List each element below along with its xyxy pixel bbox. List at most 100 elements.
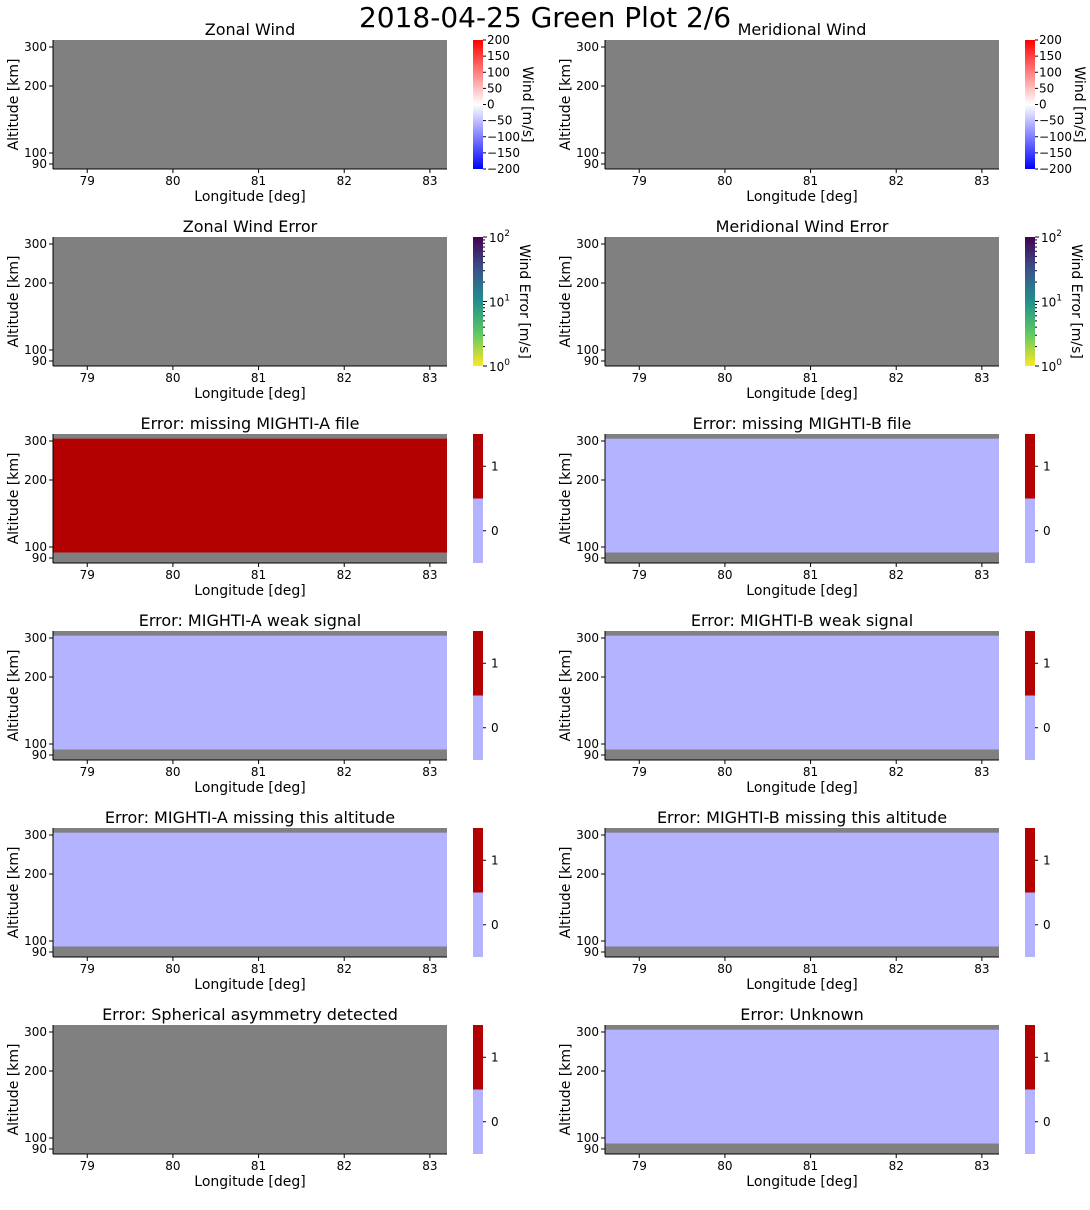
colorbar-tick-label: 50 xyxy=(487,81,502,95)
x-tick-label: 79 xyxy=(632,371,647,385)
colorbar-tick-label: 200 xyxy=(487,33,510,47)
chart-panel: Zonal Wind Error 79 80 81 82 83 300 200 100 90 Lon… xyxy=(0,217,545,422)
y-tick-label: 100 xyxy=(24,737,47,751)
x-tick-label: 80 xyxy=(717,962,732,976)
chart-panel: Error: MIGHTI-B weak signal 79 80 81 82 83 300… xyxy=(552,611,1090,816)
x-tick-label: 79 xyxy=(80,371,95,385)
y-axis-label: Altitude [km] xyxy=(558,256,574,348)
y-tick-label: 100 xyxy=(576,934,599,948)
colorbar-tick-exponent: 0 xyxy=(1056,358,1062,368)
x-tick-label: 81 xyxy=(803,765,818,779)
x-tick-label: 81 xyxy=(251,371,266,385)
x-tick-label: 83 xyxy=(422,1159,437,1173)
x-tick-label: 81 xyxy=(251,1159,266,1173)
x-tick-label: 81 xyxy=(803,962,818,976)
colorbar-tick-label: 102 xyxy=(1041,229,1062,245)
y-axis-label: Altitude [km] xyxy=(6,650,22,742)
chart-panel: Error: MIGHTI-B missing this altitude 79 8… xyxy=(552,808,1090,1013)
chart-title: Meridional Wind xyxy=(738,20,867,39)
colorbar-tick-label: −100 xyxy=(487,130,520,144)
chart-svg: Error: MIGHTI-B weak signal 79 80 81 82 83 300… xyxy=(558,611,1051,796)
colorbar-tick-exponent: 0 xyxy=(504,358,510,368)
colorbar-tick-label: 101 xyxy=(1041,294,1062,310)
chart-title: Error: Spherical asymmetry detected xyxy=(102,1005,398,1024)
x-tick-label: 81 xyxy=(803,1159,818,1173)
chart-panel: Meridional Wind Error 79 80 81 82 83 300 200 100… xyxy=(552,217,1090,422)
chart-title: Error: missing MIGHTI-B file xyxy=(693,414,912,433)
x-tick-label: 83 xyxy=(974,174,989,188)
colorbar-segment xyxy=(473,631,483,696)
chart-panel: Meridional Wind 79 80 81 82 83 300 200 100 90 Long… xyxy=(552,20,1090,225)
x-tick-label: 79 xyxy=(632,962,647,976)
x-tick-label: 79 xyxy=(80,765,95,779)
y-tick-label: 100 xyxy=(576,146,599,160)
chart-svg: Error: MIGHTI-B missing this altitude 79 8… xyxy=(558,808,1051,993)
colorbar-segment xyxy=(473,1089,483,1154)
x-tick-label: 80 xyxy=(165,962,180,976)
data-band xyxy=(605,635,999,750)
colorbar-label: Wind [m/s] xyxy=(1071,66,1087,142)
y-tick-label: 100 xyxy=(576,540,599,554)
y-tick-label: 100 xyxy=(24,146,47,160)
x-tick-label: 80 xyxy=(717,765,732,779)
plot-area xyxy=(605,237,999,366)
y-tick-label: 100 xyxy=(24,1131,47,1145)
x-tick-label: 83 xyxy=(422,568,437,582)
x-axis-label: Longitude [deg] xyxy=(194,977,305,993)
colorbar-tick-label: −200 xyxy=(487,162,520,176)
data-band xyxy=(53,635,447,750)
y-tick-label: 200 xyxy=(576,276,599,290)
x-tick-label: 82 xyxy=(889,371,904,385)
colorbar-tick-label: 0 xyxy=(1043,524,1051,538)
x-tick-label: 79 xyxy=(80,174,95,188)
y-tick-label: 90 xyxy=(584,354,599,368)
data-band xyxy=(53,832,447,947)
colorbar-tick-label: −100 xyxy=(1039,130,1072,144)
colorbar-tick-label: 1 xyxy=(1043,853,1051,867)
x-tick-label: 82 xyxy=(337,765,352,779)
colorbar-tick-label: 200 xyxy=(1039,33,1062,47)
y-tick-label: 200 xyxy=(24,670,47,684)
colorbar-segment xyxy=(473,1025,483,1090)
colorbar-segment xyxy=(1025,695,1035,760)
y-tick-label: 90 xyxy=(32,551,47,565)
y-tick-label: 90 xyxy=(584,748,599,762)
colorbar-segment xyxy=(473,498,483,563)
x-tick-label: 82 xyxy=(889,1159,904,1173)
chart-title: Error: missing MIGHTI-A file xyxy=(141,414,360,433)
y-tick-label: 100 xyxy=(24,343,47,357)
colorbar-tick-label: 100 xyxy=(1039,65,1062,79)
x-axis-label: Longitude [deg] xyxy=(194,386,305,402)
y-tick-label: 100 xyxy=(576,737,599,751)
y-tick-label: 200 xyxy=(576,867,599,881)
x-tick-label: 80 xyxy=(165,371,180,385)
colorbar-tick-label: −50 xyxy=(1039,114,1064,128)
x-tick-label: 83 xyxy=(974,962,989,976)
colorbar-tick-label: 0 xyxy=(491,721,499,735)
colorbar-tick-label: 0 xyxy=(1043,1115,1051,1129)
x-tick-label: 80 xyxy=(165,174,180,188)
x-tick-label: 82 xyxy=(889,765,904,779)
y-axis-label: Altitude [km] xyxy=(558,847,574,939)
data-band xyxy=(605,438,999,553)
x-axis-label: Longitude [deg] xyxy=(194,189,305,205)
plot-area xyxy=(53,40,447,169)
colorbar-tick-label: 0 xyxy=(487,98,495,112)
x-tick-label: 80 xyxy=(165,1159,180,1173)
x-tick-label: 79 xyxy=(632,568,647,582)
colorbar-tick-label: 101 xyxy=(489,294,510,310)
colorbar-tick-label: −150 xyxy=(1039,146,1072,160)
chart-title: Error: MIGHTI-A weak signal xyxy=(139,611,362,630)
x-tick-label: 83 xyxy=(422,962,437,976)
colorbar-tick-label: −150 xyxy=(487,146,520,160)
colorbar-tick-exponent: 1 xyxy=(504,294,510,304)
chart-svg: Error: MIGHTI-A weak signal 79 80 81 82 83 300… xyxy=(6,611,499,796)
colorbar-tick-exponent: 2 xyxy=(504,229,510,239)
x-tick-label: 82 xyxy=(889,568,904,582)
colorbar-tick-label: 1 xyxy=(491,1050,499,1064)
y-tick-label: 100 xyxy=(24,934,47,948)
y-tick-label: 90 xyxy=(32,748,47,762)
colorbar-tick-label: 102 xyxy=(489,229,510,245)
